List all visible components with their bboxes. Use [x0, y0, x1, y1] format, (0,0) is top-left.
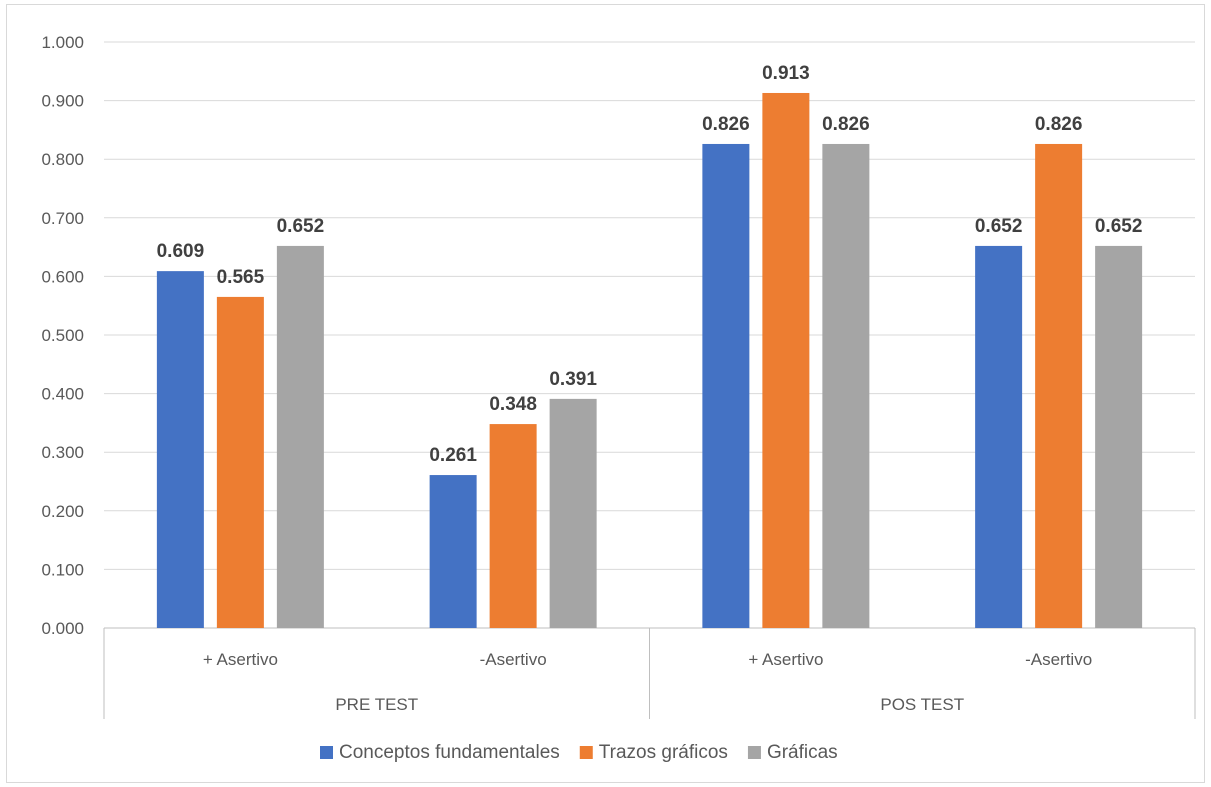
bar — [156, 271, 204, 628]
bar — [1095, 245, 1143, 629]
y-tick-label: 0.100 — [41, 560, 84, 579]
data-label: 0.826 — [1035, 114, 1083, 135]
group-label: POS TEST — [880, 695, 964, 714]
bar — [429, 475, 477, 628]
legend-label: Conceptos fundamentales — [339, 742, 560, 763]
y-tick-label: 0.800 — [41, 150, 84, 169]
bar — [822, 143, 870, 629]
bar — [702, 143, 750, 629]
bar — [762, 92, 810, 629]
data-label: 0.826 — [702, 114, 750, 135]
data-label: 0.652 — [277, 216, 325, 237]
bar — [216, 296, 264, 628]
bar — [276, 245, 324, 629]
bar — [975, 245, 1023, 629]
bar — [1035, 143, 1083, 629]
data-label: 0.261 — [429, 445, 477, 466]
legend-label: Gráficas — [767, 742, 838, 763]
y-tick-label: 1.000 — [41, 33, 84, 52]
data-label: 0.652 — [1095, 216, 1143, 237]
category-label: -Asertivo — [1025, 650, 1092, 669]
data-label: 0.826 — [822, 114, 870, 135]
y-tick-label: 0.600 — [41, 267, 84, 286]
legend-swatch — [747, 746, 761, 759]
data-label: 0.565 — [217, 267, 265, 288]
y-tick-label: 0.000 — [41, 619, 84, 638]
bar — [489, 424, 537, 628]
y-tick-label: 0.400 — [41, 385, 84, 404]
legend-label: Trazos gráficos — [599, 742, 728, 763]
data-label: 0.348 — [489, 394, 537, 415]
data-label: 0.652 — [975, 216, 1023, 237]
y-tick-label: 0.900 — [41, 92, 84, 111]
group-label: PRE TEST — [335, 695, 418, 714]
y-tick-label: 0.300 — [41, 443, 84, 462]
data-label: 0.391 — [549, 369, 597, 390]
y-tick-label: 0.500 — [41, 326, 84, 345]
legend-swatch — [579, 746, 593, 759]
legend-swatch — [320, 746, 333, 759]
category-label: + Asertivo — [203, 650, 278, 669]
bar — [549, 398, 597, 628]
y-tick-label: 0.200 — [41, 502, 84, 521]
y-tick-label: 0.700 — [41, 209, 84, 228]
category-label: + Asertivo — [748, 650, 823, 669]
category-label: -Asertivo — [480, 650, 547, 669]
data-label: 0.913 — [762, 63, 810, 84]
data-label: 0.609 — [157, 241, 205, 262]
